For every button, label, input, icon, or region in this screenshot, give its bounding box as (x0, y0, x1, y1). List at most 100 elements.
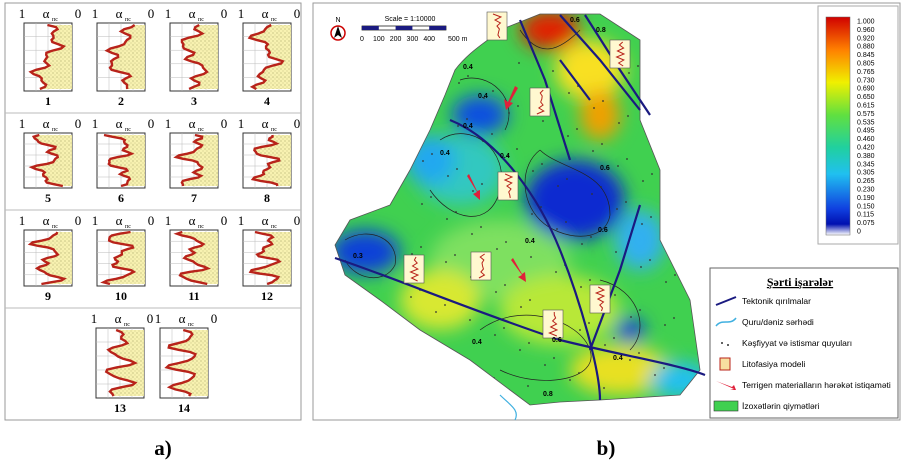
well (649, 259, 651, 261)
model-symbol: α (262, 213, 269, 228)
model-left: 1 (91, 311, 98, 326)
legend-item: Litofasiya modeli (742, 359, 805, 369)
model-left: 1 (92, 116, 99, 131)
well (447, 175, 449, 177)
legend-title: Şərti işarələr (767, 275, 834, 289)
well (469, 319, 471, 321)
well (591, 193, 593, 195)
model-number: 10 (115, 289, 127, 303)
model-number: 4 (264, 94, 270, 108)
model-right: 0 (75, 213, 82, 228)
model-left: 1 (19, 6, 26, 21)
model-number: 13 (114, 401, 126, 415)
well (654, 374, 656, 376)
well (492, 90, 494, 92)
colorbar-label: 0.305 (857, 170, 875, 177)
contour-label: 0.4 (500, 153, 510, 160)
well (505, 241, 507, 243)
well (569, 379, 571, 381)
colorbar-label: 0 (857, 229, 861, 236)
north-label: N (335, 17, 340, 24)
model-symbol: α (43, 213, 50, 228)
well (530, 256, 532, 258)
well (626, 158, 628, 160)
model-number: 1 (45, 94, 51, 108)
well (446, 218, 448, 220)
lito-icon (590, 285, 610, 313)
well (431, 153, 433, 155)
model-right: 0 (147, 311, 154, 326)
model-number: 3 (191, 94, 197, 108)
colorbar-label: 0.265 (857, 178, 875, 185)
colorbar-label: 0.880 (857, 44, 875, 51)
scale-bar-segment (429, 26, 446, 30)
well (640, 266, 642, 268)
well (600, 186, 602, 188)
model-number: 5 (45, 191, 51, 205)
model-subscript: пс (124, 322, 130, 328)
model-symbol: α (179, 311, 186, 326)
scale-tick: 0 (360, 36, 364, 43)
well (665, 281, 667, 283)
model-subscript: пс (198, 127, 204, 133)
model-right: 0 (148, 213, 155, 228)
model-number: 12 (261, 289, 273, 303)
model-subscript: пс (271, 127, 277, 133)
well (553, 357, 555, 359)
colorbar-label: 0.765 (857, 69, 875, 76)
well (552, 70, 554, 72)
model-right: 0 (294, 116, 301, 131)
colorbar-label: 0.495 (857, 128, 875, 135)
colorbar-label: 0.920 (857, 35, 875, 42)
model-right: 0 (148, 116, 155, 131)
model-symbol: α (262, 6, 269, 21)
well (592, 150, 594, 152)
well (629, 359, 631, 361)
model-right: 0 (75, 116, 82, 131)
well (557, 185, 559, 187)
scale-tick: 300 (407, 36, 419, 43)
well (579, 329, 581, 331)
legend-icon (720, 358, 730, 370)
colorbar-label: 0.380 (857, 153, 875, 160)
legend-icon (721, 342, 723, 344)
model-subscript: пс (125, 127, 131, 133)
model-right: 0 (221, 213, 228, 228)
well (618, 122, 620, 124)
well (518, 62, 520, 64)
colorbar-label: 0.690 (857, 86, 875, 93)
model-number: 9 (45, 289, 51, 303)
model-symbol: α (189, 213, 196, 228)
well (568, 92, 570, 94)
well (664, 324, 666, 326)
model-subscript: пс (271, 17, 277, 23)
well (627, 115, 629, 117)
well (491, 133, 493, 135)
model-right: 0 (75, 6, 82, 21)
scale-tick: 500 m (448, 36, 468, 43)
colorbar-label: 0.805 (857, 61, 875, 68)
figure: 1αпс011αпс021αпс031αпс041αпс051αпс061αпс… (0, 0, 904, 462)
model-left: 1 (165, 116, 172, 131)
colorbar-label: 0.460 (857, 136, 875, 143)
well (503, 327, 505, 329)
contour-label: 0.8 (543, 391, 553, 398)
model-subscript: пс (52, 127, 58, 133)
lito-icon (498, 172, 518, 200)
legend-item: Kəşfiyyat və istismar quyuları (742, 338, 852, 348)
model-number: 8 (264, 191, 270, 205)
well (529, 299, 531, 301)
well (410, 296, 412, 298)
well (531, 213, 533, 215)
model-subscript: пс (52, 17, 58, 23)
model-left: 1 (165, 6, 172, 21)
well (520, 306, 522, 308)
well (576, 128, 578, 130)
well (651, 173, 653, 175)
colorbar-label: 0.345 (857, 161, 875, 168)
contour-label: 0.6 (570, 17, 580, 24)
legend-item: Terrigen materialların hərəkət istiqamət… (742, 380, 891, 390)
legend-item: Quru/dəniz sərhədi (742, 317, 814, 327)
colorbar-label: 0.535 (857, 119, 875, 126)
scale-bar-segment (396, 26, 413, 30)
